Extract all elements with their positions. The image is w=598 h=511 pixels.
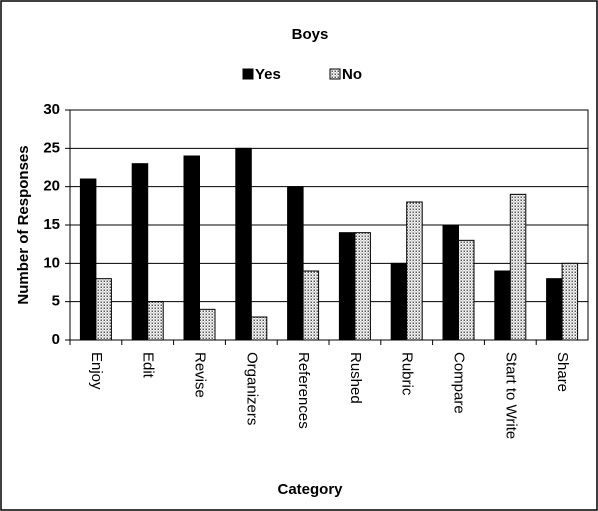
bar bbox=[494, 270, 511, 341]
bar bbox=[442, 224, 459, 341]
bar bbox=[199, 308, 216, 341]
x-tick-label: Start to Write bbox=[502, 352, 519, 439]
bar bbox=[147, 301, 164, 341]
y-tick-label: 15 bbox=[43, 216, 60, 233]
bar bbox=[131, 163, 149, 341]
y-tick-label: 20 bbox=[43, 178, 60, 195]
bar bbox=[390, 262, 408, 341]
y-tick-label: 5 bbox=[52, 293, 60, 310]
y-tick-label: 25 bbox=[43, 139, 60, 156]
x-axis-label: Category bbox=[277, 481, 343, 498]
bar bbox=[354, 232, 371, 341]
bar bbox=[79, 178, 97, 341]
bar bbox=[546, 278, 563, 341]
bar bbox=[183, 155, 200, 341]
bar bbox=[338, 232, 356, 341]
bar bbox=[509, 193, 527, 341]
bar bbox=[95, 278, 112, 341]
bar bbox=[458, 239, 475, 341]
x-tick-label: Compare bbox=[451, 352, 468, 414]
bar bbox=[561, 262, 579, 341]
bar bbox=[235, 147, 252, 341]
x-tick-label: Rushed bbox=[347, 352, 364, 404]
chart-title: Boys bbox=[292, 26, 329, 43]
x-tick-label: Revise bbox=[192, 352, 209, 398]
y-tick-label: 30 bbox=[43, 101, 60, 118]
bar bbox=[287, 186, 304, 341]
y-tick-label: 10 bbox=[43, 254, 60, 271]
legend-label: Yes bbox=[255, 66, 281, 83]
legend-swatch bbox=[329, 68, 341, 80]
legend-label: No bbox=[342, 66, 362, 83]
x-tick-label: References bbox=[295, 352, 312, 429]
legend-swatch bbox=[242, 68, 254, 80]
x-tick-label: Enjoy bbox=[88, 352, 105, 390]
x-tick-label: Rubric bbox=[399, 352, 416, 396]
bar bbox=[406, 201, 423, 341]
y-axis-label: Number of Responses bbox=[15, 145, 32, 304]
x-tick-label: Share bbox=[554, 352, 571, 392]
x-tick-label: Organizers bbox=[243, 352, 260, 425]
y-tick-label: 0 bbox=[52, 331, 60, 348]
bar bbox=[302, 270, 320, 341]
bar bbox=[250, 316, 268, 341]
x-tick-label: Edit bbox=[140, 352, 157, 379]
